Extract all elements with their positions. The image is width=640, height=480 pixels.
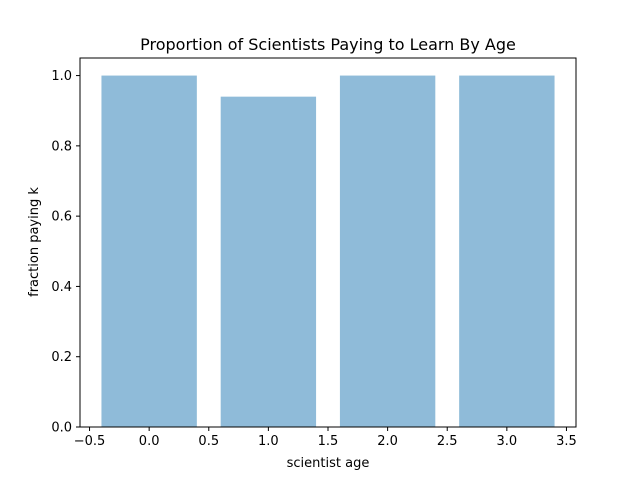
- x-axis-label: scientist age: [287, 456, 370, 471]
- x-tick-label: 1.5: [318, 434, 339, 449]
- x-tick-label: 0.5: [198, 434, 219, 449]
- y-tick-label: 0.6: [51, 210, 72, 225]
- x-axis-ticks: −0.5 0.0 0.5 1.0 1.5 2.0 2.5 3.0 3.5: [74, 427, 577, 449]
- bar-2: [339, 75, 436, 428]
- plot-border: [79, 57, 577, 428]
- x-tick-label: 1.0: [258, 434, 279, 449]
- x-tick-label: 3.0: [497, 434, 518, 449]
- y-tick-label: 0.8: [51, 139, 72, 154]
- x-tick-label: 3.5: [556, 434, 577, 449]
- y-tick-label: 0.4: [51, 280, 72, 295]
- plot-frame: [79, 57, 577, 428]
- x-tick-label: 2.0: [377, 434, 398, 449]
- y-axis-label: fraction paying k: [27, 187, 42, 297]
- y-tick-label: 1.0: [51, 69, 72, 84]
- x-tick-label: 0.0: [139, 434, 160, 449]
- y-tick-label: 0.2: [51, 350, 72, 365]
- bar-0: [101, 75, 197, 428]
- y-axis-ticks: 0.0 0.2 0.4 0.6 0.8 1.0: [51, 69, 80, 436]
- chart-title: Proportion of Scientists Paying to Learn…: [140, 35, 516, 54]
- bar-1: [220, 96, 317, 428]
- x-tick-label: 2.5: [437, 434, 458, 449]
- bar-3: [459, 75, 555, 428]
- bars-layer: [101, 75, 555, 428]
- x-tick-label: −0.5: [74, 434, 106, 449]
- y-tick-label: 0.0: [51, 421, 72, 436]
